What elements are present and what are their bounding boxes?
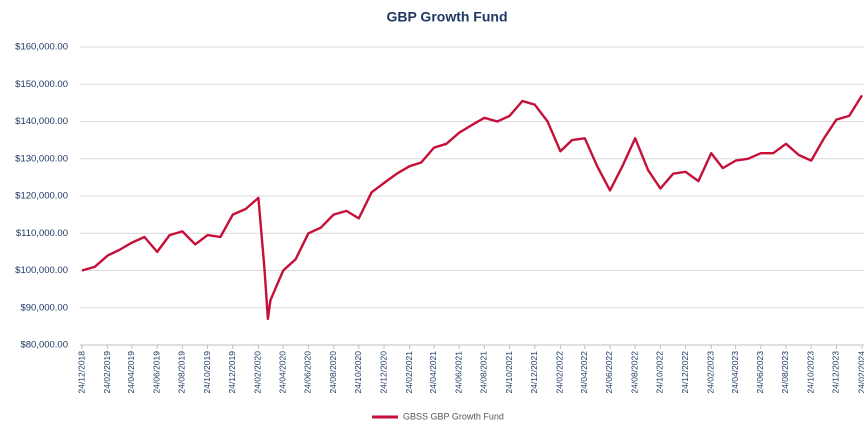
x-tick-label: 24/10/2022 xyxy=(655,351,665,394)
x-tick-label: 24/12/2019 xyxy=(227,351,237,394)
x-tick-label: 24/06/2020 xyxy=(303,351,313,394)
x-tick-label: 24/04/2020 xyxy=(277,351,287,394)
line-series xyxy=(81,94,864,321)
x-tick-label: 24/08/2019 xyxy=(177,351,187,394)
y-tick-label: $150,000.00 xyxy=(15,79,68,90)
legend-label: GBSS GBP Growth Fund xyxy=(403,411,504,421)
y-tick-label: $80,000.00 xyxy=(20,340,68,351)
x-tick-label: 24/10/2019 xyxy=(202,351,212,394)
x-tick-label: 24/02/2023 xyxy=(705,351,715,394)
y-tick-label: $160,000.00 xyxy=(15,42,68,53)
legend-item: GBSS GBP Growth Fund xyxy=(372,411,504,421)
x-tick-label: 24/02/2020 xyxy=(253,351,263,394)
x-tick-label: 24/02/2019 xyxy=(102,351,112,394)
x-tick-label: 24/06/2019 xyxy=(151,351,161,394)
x-tick-label: 24/08/2023 xyxy=(780,351,790,394)
x-tick-label: 24/02/2024 xyxy=(856,351,864,394)
x-tick-label: 24/08/2022 xyxy=(629,351,639,394)
x-tick-label: 24/12/2021 xyxy=(529,351,539,394)
y-tick-label: $120,000.00 xyxy=(15,191,68,202)
x-tick-label: 24/12/2020 xyxy=(378,351,388,394)
x-tick-label: 24/12/2022 xyxy=(680,351,690,394)
x-tick-label: 24/08/2021 xyxy=(479,351,489,394)
x-tick-label: 24/10/2021 xyxy=(504,351,514,394)
chart-title: GBP Growth Fund xyxy=(386,9,507,25)
y-tick-label: $110,000.00 xyxy=(16,228,68,239)
x-tick-label: 24/12/2018 xyxy=(76,351,86,394)
x-tick-label: 24/08/2020 xyxy=(328,351,338,394)
x-tick-label: 24/02/2021 xyxy=(404,351,414,394)
x-tick-label: 24/04/2023 xyxy=(730,351,740,394)
x-tick-label: 24/04/2022 xyxy=(579,351,589,394)
x-tick-label: 24/02/2022 xyxy=(555,351,565,394)
y-tick-label: $130,000.00 xyxy=(15,153,68,164)
x-tick-label: 24/06/2023 xyxy=(755,351,765,394)
y-tick-label: $100,000.00 xyxy=(15,265,68,276)
x-tick-label: 24/06/2021 xyxy=(453,351,463,394)
x-tick-label: 24/04/2021 xyxy=(428,351,438,394)
x-tick-label: 24/10/2023 xyxy=(805,351,815,394)
x-tick-label: 24/04/2019 xyxy=(126,351,136,394)
x-tick-label: 24/06/2022 xyxy=(604,351,614,394)
y-tick-label: $140,000.00 xyxy=(15,116,68,127)
y-tick-label: $90,000.00 xyxy=(20,302,68,313)
x-tick-label: 24/10/2020 xyxy=(353,351,363,394)
x-tick-label: 24/12/2023 xyxy=(831,351,841,394)
